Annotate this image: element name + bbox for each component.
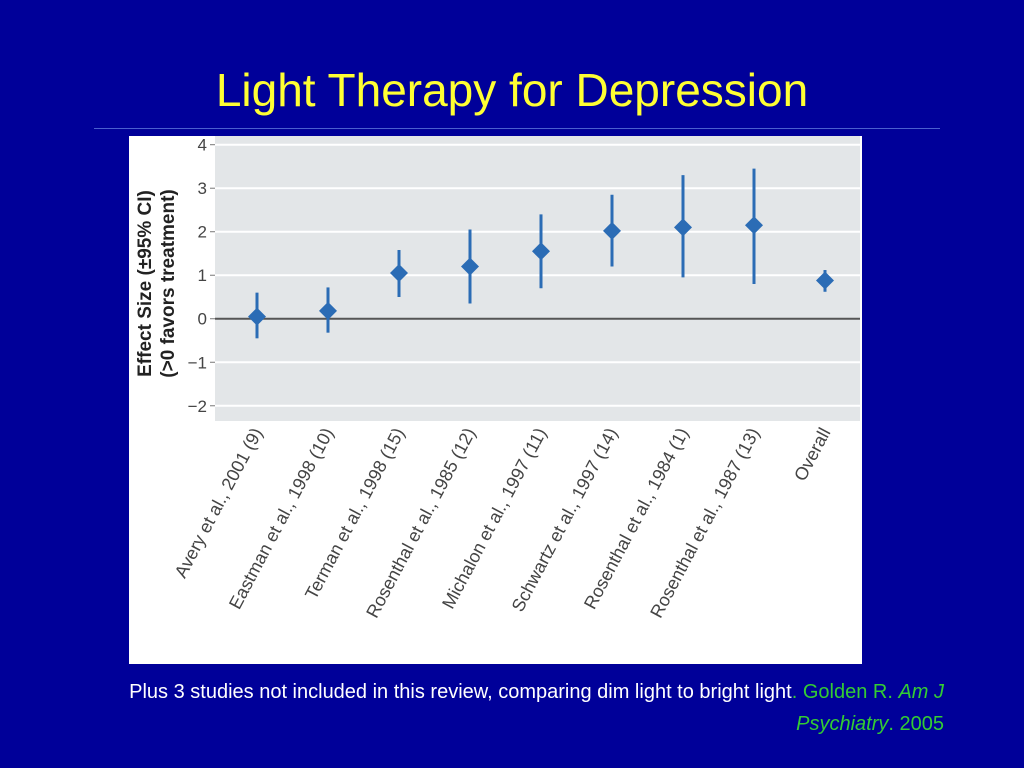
caption-text: Plus 3 studies not included in this revi… [129, 681, 792, 703]
plot-area [215, 136, 860, 421]
y-axis-label: Effect Size (±95% CI) (>0 favors treatme… [135, 189, 179, 377]
effect-size-point [816, 271, 834, 290]
y-tick-label: −1 [188, 353, 207, 372]
citation-year: . 2005 [888, 713, 944, 735]
y-axis-ticks: 4 3 2 1 0 −1 −2 [188, 136, 215, 416]
citation-journal: Am J Psychiatry [796, 681, 944, 735]
forest-plot-chart: 4 3 2 1 0 −1 −2 Effect Size (±95% CI) (>0 favo… [129, 136, 862, 664]
data-marks [248, 168, 834, 339]
y-tick-label: 4 [198, 136, 207, 155]
y-tick-label: 0 [198, 310, 207, 329]
y-axis-label-line1: Effect Size (±95% CI) [135, 190, 156, 377]
y-axis-label-line2: (>0 favors treatment) [158, 189, 179, 377]
y-tick-label: 1 [198, 266, 207, 285]
effect-size-point [390, 264, 408, 283]
y-tick-label: 3 [198, 179, 207, 198]
effect-size-point [674, 218, 692, 237]
chart-svg: 4 3 2 1 0 −1 −2 Effect Size (±95% CI) (>0 favo… [135, 136, 860, 621]
citation-author: Golden R. [797, 681, 899, 703]
slide-title: Light Therapy for Depression [215, 64, 809, 116]
slide-caption: Plus 3 studies not included in this revi… [120, 676, 944, 740]
caption-period: . [791, 681, 798, 703]
y-tick-label: −2 [188, 397, 207, 416]
effect-size-point [248, 307, 266, 326]
x-category-label: Overall [790, 424, 834, 484]
effect-size-point [461, 257, 479, 276]
effect-size-point [745, 216, 763, 235]
effect-size-point [319, 301, 337, 320]
effect-size-point [603, 221, 621, 240]
effect-size-point [532, 242, 550, 261]
gridlines [215, 143, 860, 407]
y-tick-label: 2 [198, 223, 207, 242]
x-axis-study-labels: Avery et al., 2001 (9)Eastman et al., 19… [171, 424, 835, 621]
title-divider [94, 128, 940, 129]
